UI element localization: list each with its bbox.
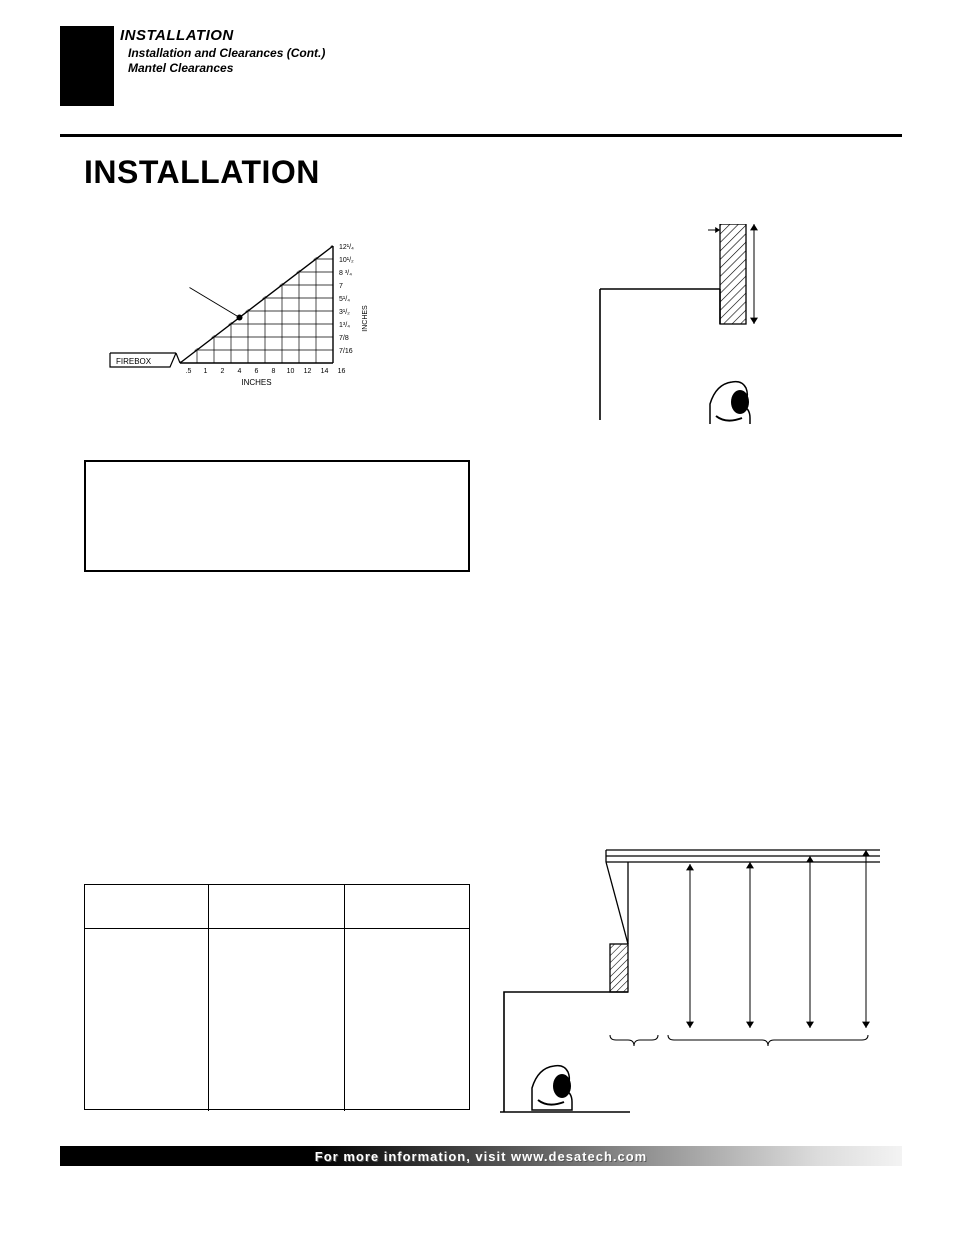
table-cell-2 bbox=[209, 929, 345, 1111]
svg-text:5¹/₄: 5¹/₄ bbox=[339, 296, 350, 303]
svg-text:16: 16 bbox=[338, 368, 346, 375]
svg-text:12¹/₄: 12¹/₄ bbox=[339, 244, 354, 251]
section-title: INSTALLATION bbox=[84, 154, 320, 191]
svg-text:3¹/₂: 3¹/₂ bbox=[339, 309, 350, 316]
table-cell-1 bbox=[85, 929, 209, 1111]
svg-text:8: 8 bbox=[272, 368, 276, 375]
svg-text:.5: .5 bbox=[186, 368, 192, 375]
svg-text:7: 7 bbox=[339, 283, 343, 290]
divider bbox=[60, 134, 902, 137]
svg-text:8 ³/₄: 8 ³/₄ bbox=[339, 270, 352, 277]
side-tab bbox=[60, 26, 114, 106]
svg-text:6: 6 bbox=[255, 368, 259, 375]
svg-text:12: 12 bbox=[304, 368, 312, 375]
clearance-table bbox=[84, 884, 470, 1110]
figure-top-right bbox=[560, 224, 840, 424]
table-hcell-1 bbox=[85, 885, 209, 928]
svg-text:1: 1 bbox=[204, 368, 208, 375]
table-hcell-2 bbox=[209, 885, 345, 928]
svg-text:2: 2 bbox=[221, 368, 225, 375]
svg-text:10: 10 bbox=[287, 368, 295, 375]
page-header: INSTALLATION Installation and Clearances… bbox=[120, 26, 325, 77]
svg-text:7/16: 7/16 bbox=[339, 348, 353, 355]
footer-text: For more information, visit www.desatech… bbox=[315, 1149, 647, 1164]
header-sub-1: Installation and Clearances (Cont.) bbox=[128, 46, 325, 62]
svg-text:INCHES: INCHES bbox=[362, 305, 369, 332]
table-hcell-3 bbox=[345, 885, 469, 928]
header-sub-2: Mantel Clearances bbox=[128, 61, 325, 77]
svg-text:INCHES: INCHES bbox=[241, 378, 271, 387]
svg-text:FIREBOX: FIREBOX bbox=[116, 357, 152, 366]
table-body-row bbox=[85, 929, 469, 1111]
figure-bottom-right bbox=[490, 842, 890, 1122]
table-cell-3 bbox=[345, 929, 469, 1111]
svg-text:7/8: 7/8 bbox=[339, 335, 349, 342]
clearance-chart: 7/16 7/8 1³/₄ 3¹/₂ 5¹/₄ 7 8 ³/₄ 10¹/₂ 12¹/₄ INCHE… bbox=[100, 230, 390, 405]
svg-text:10¹/₂: 10¹/₂ bbox=[339, 257, 354, 264]
footer-bar: For more information, visit www.desatech… bbox=[60, 1146, 902, 1166]
header-title: INSTALLATION bbox=[120, 26, 325, 46]
svg-text:1³/₄: 1³/₄ bbox=[339, 322, 350, 329]
svg-text:14: 14 bbox=[321, 368, 329, 375]
table-header-row bbox=[85, 885, 469, 929]
note-box bbox=[84, 460, 470, 572]
svg-text:4: 4 bbox=[238, 368, 242, 375]
